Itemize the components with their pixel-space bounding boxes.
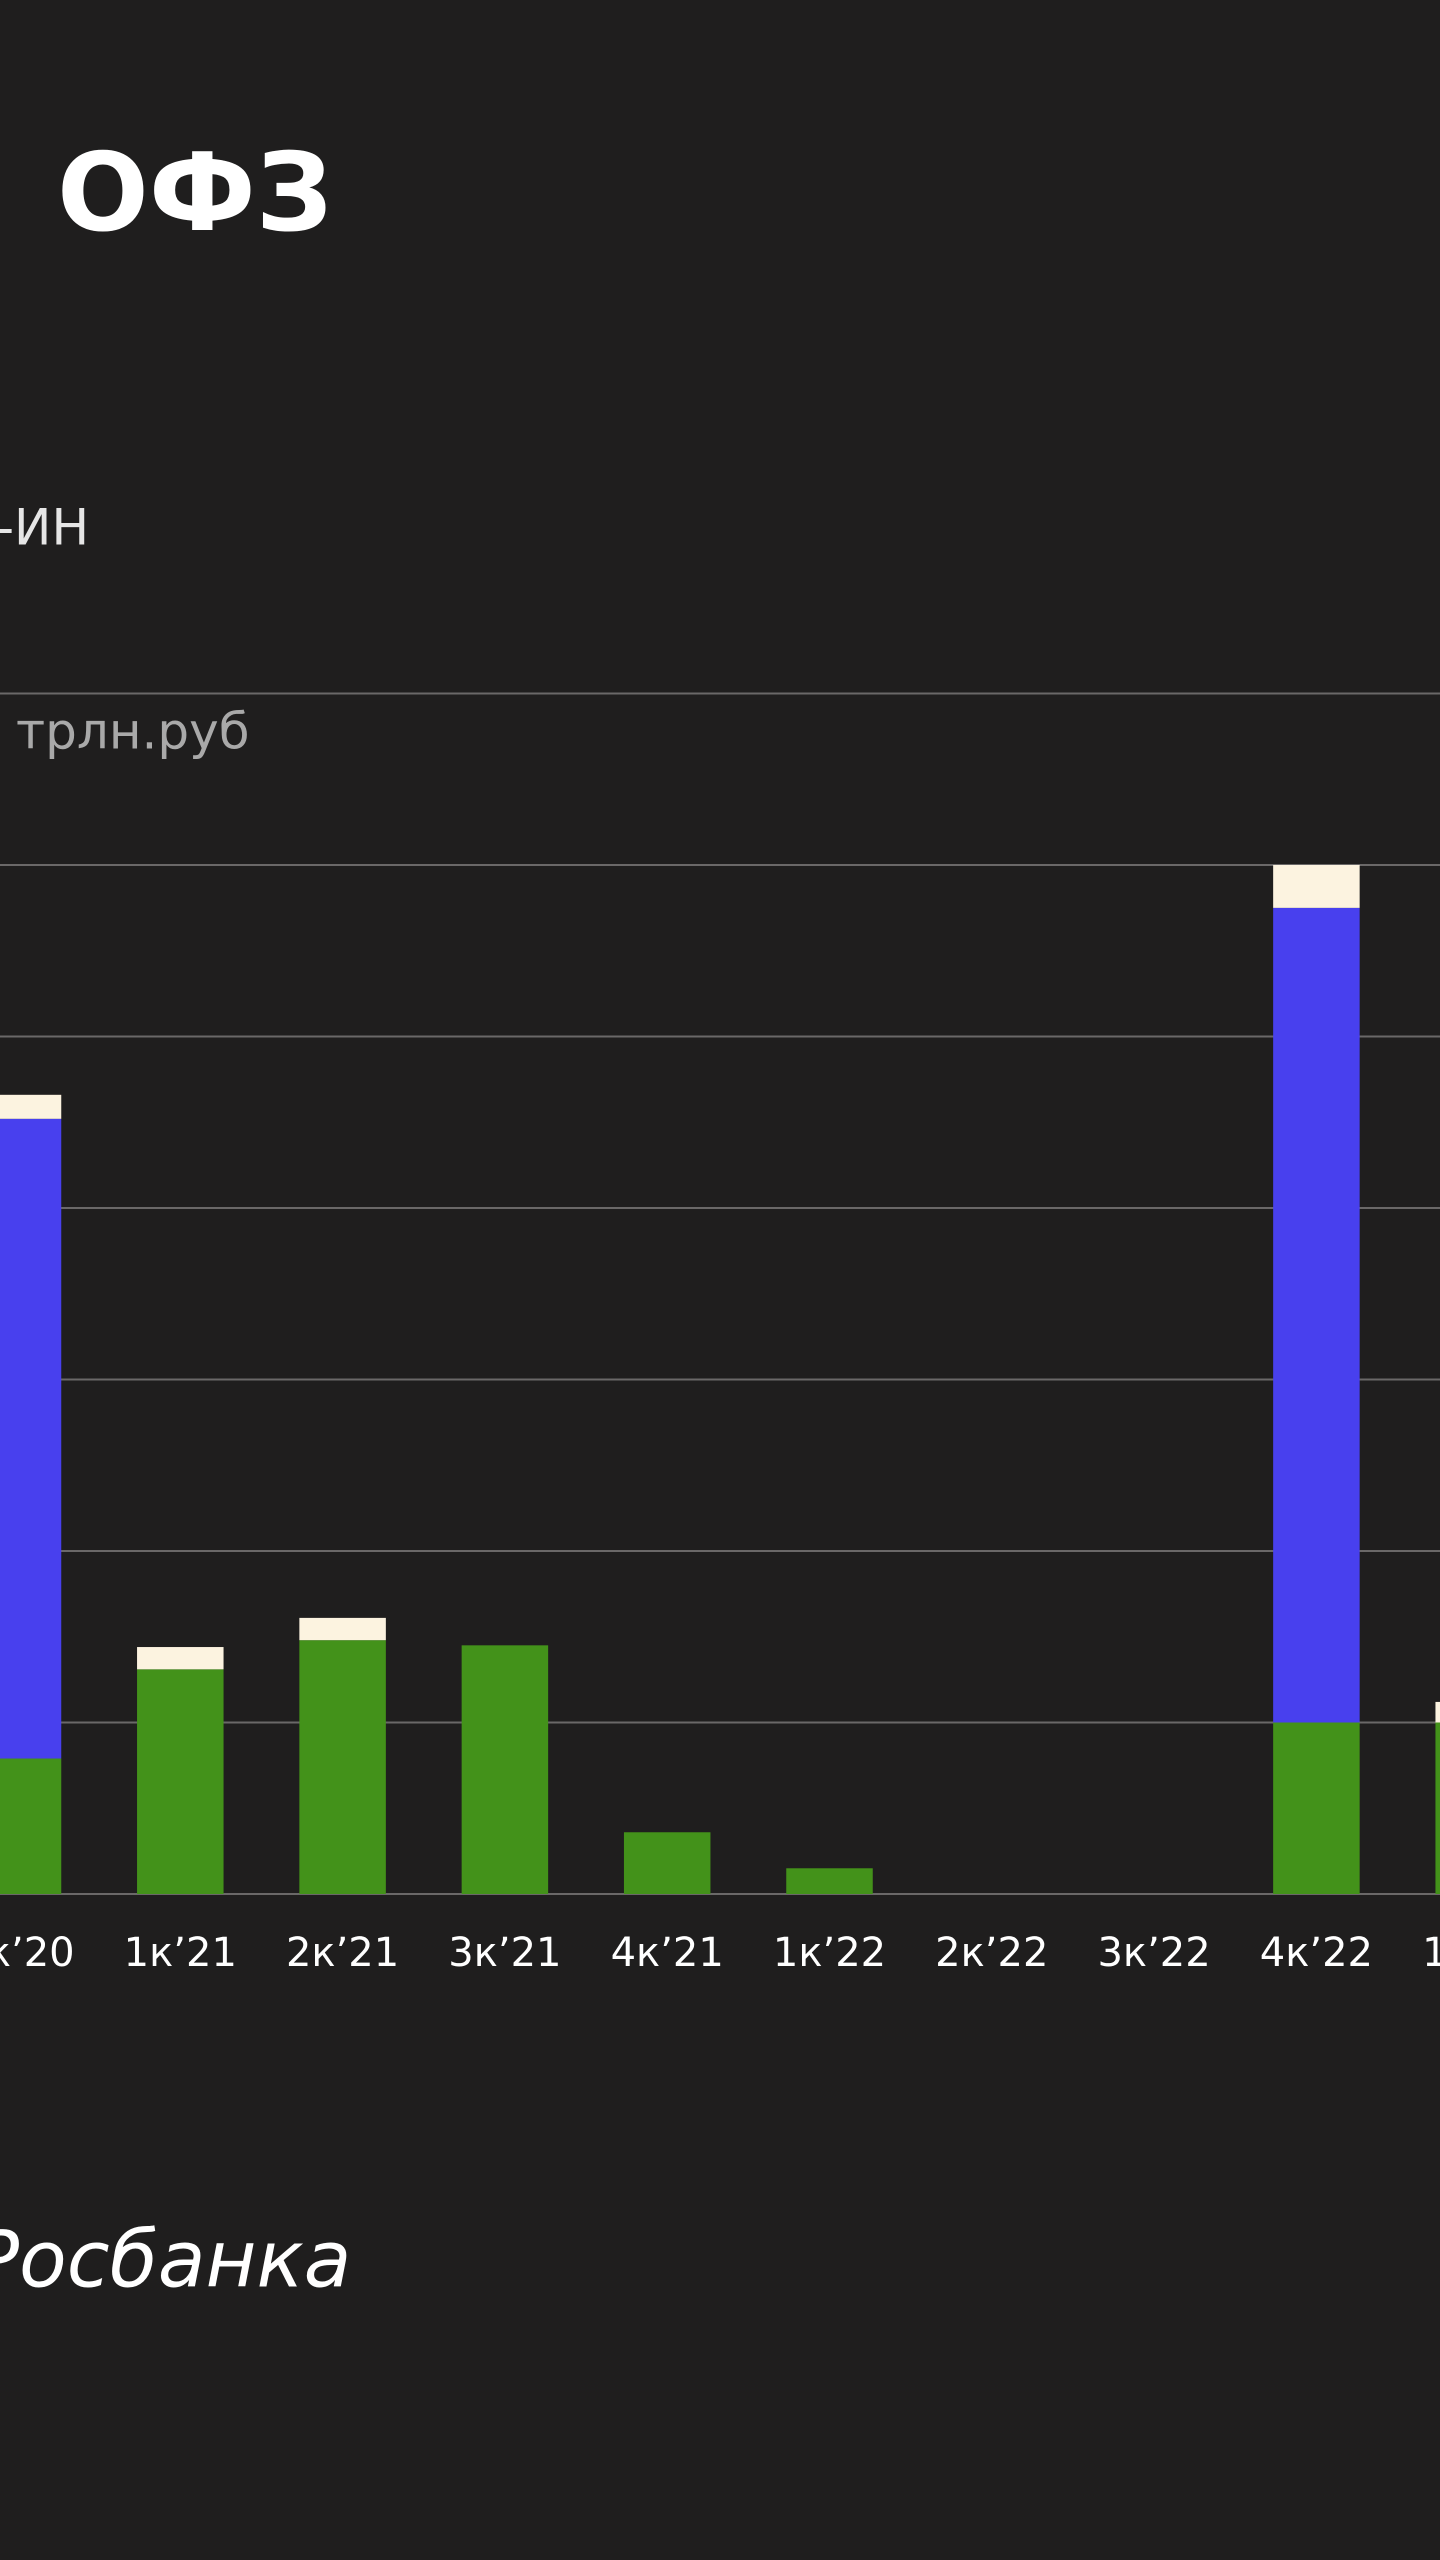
- x-tick-label: 4к’21: [611, 1930, 724, 1976]
- bar-segment: [1435, 1722, 1440, 1894]
- x-tick-label: 2к’21: [286, 1930, 399, 1976]
- x-tick-label: 1к’23: [1422, 1930, 1440, 1976]
- x-tick-label: 3к’22: [1097, 1930, 1210, 1976]
- bar-segment: [1273, 865, 1360, 908]
- bar-segment: [0, 1118, 62, 1759]
- bar-segment: [1273, 907, 1360, 1723]
- x-tick-label: 1к’22: [773, 1930, 886, 1976]
- bar-segment: [299, 1617, 386, 1641]
- source: Росбанка: [0, 2215, 351, 2305]
- x-tick-label: 3к’21: [448, 1930, 561, 1976]
- bar-segment: [0, 1758, 62, 1894]
- chart-subtitle: -ИН: [0, 499, 89, 557]
- bar-segment: [137, 1647, 224, 1670]
- bar-segment: [461, 1645, 549, 1894]
- bar-segment: [0, 1094, 62, 1119]
- unit-label: трлн.руб: [16, 703, 250, 761]
- x-tick-label: 4к’22: [1260, 1930, 1373, 1976]
- x-tick-label: 2к’22: [935, 1930, 1048, 1976]
- bar-segment: [623, 1832, 711, 1894]
- bar-segment: [299, 1640, 386, 1894]
- bar-segment: [1273, 1722, 1360, 1894]
- x-tick-label: 4к’20: [0, 1930, 75, 1976]
- bar-segment: [786, 1868, 873, 1894]
- bar-segment: [137, 1669, 224, 1894]
- x-tick-label: 1к’21: [124, 1930, 237, 1976]
- bar-segment: [1435, 1701, 1440, 1723]
- chart-title: ОФЗ: [57, 131, 333, 256]
